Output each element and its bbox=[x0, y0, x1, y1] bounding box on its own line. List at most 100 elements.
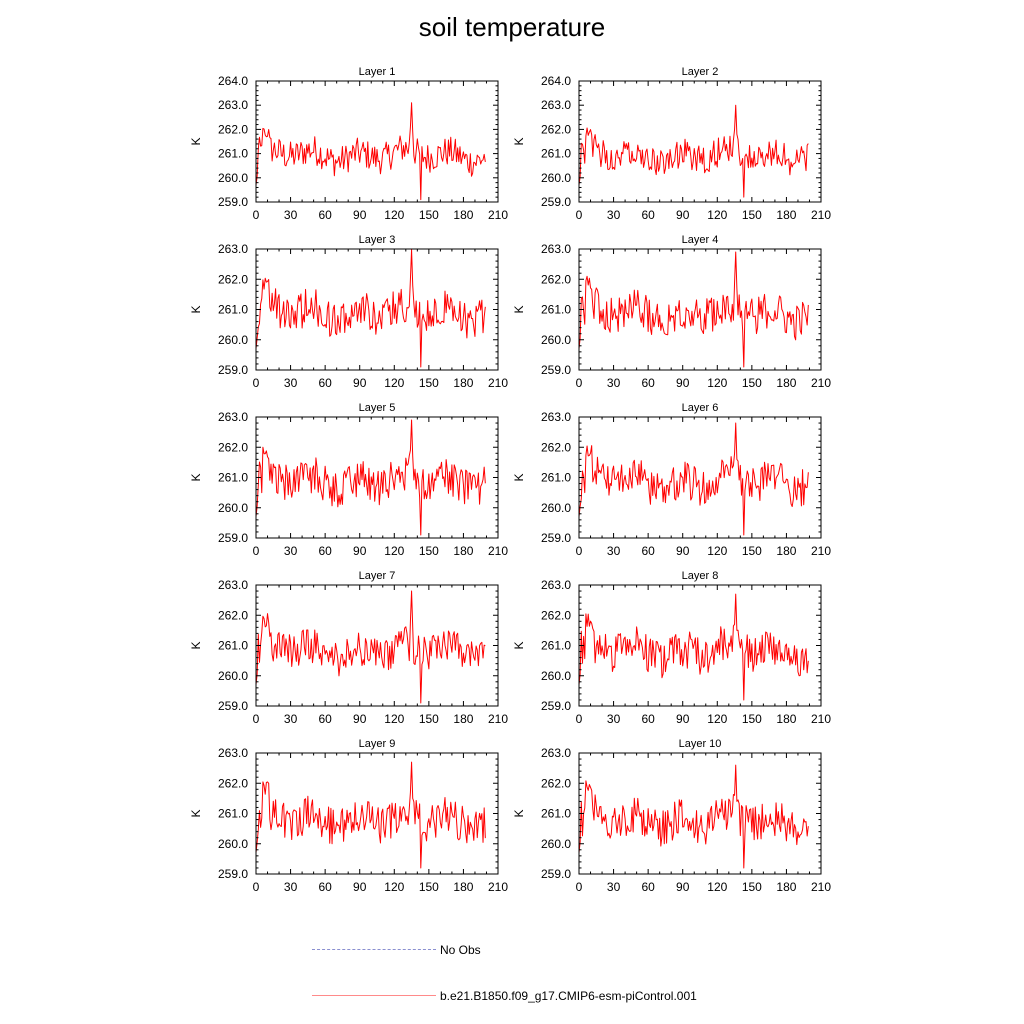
y-axis-label: K bbox=[189, 641, 203, 649]
x-tick-label: 120 bbox=[384, 880, 404, 894]
y-axis-label: K bbox=[512, 137, 526, 145]
x-tick-label: 30 bbox=[284, 712, 298, 726]
y-tick-label: 262.0 bbox=[218, 272, 248, 286]
chart-panel-layer-5: Layer 5 K 0 30 60 90 120 150 180 210 259.0 260.0 261… bbox=[189, 402, 508, 558]
x-tick-label: 60 bbox=[318, 208, 332, 222]
x-tick-label: 120 bbox=[384, 544, 404, 558]
y-tick-label: 260.0 bbox=[541, 501, 571, 515]
chart-panel-layer-1: Layer 1 K 0 30 60 90 120 150 180 210 259.0 260.0 261… bbox=[189, 66, 508, 222]
x-tick-label: 30 bbox=[607, 544, 621, 558]
y-tick-label: 263.0 bbox=[218, 578, 248, 592]
x-tick-label: 180 bbox=[453, 208, 473, 222]
y-tick-label: 260.0 bbox=[541, 333, 571, 347]
x-tick-label: 0 bbox=[576, 544, 583, 558]
x-tick-label: 120 bbox=[707, 544, 727, 558]
legend-dash-line bbox=[312, 949, 436, 951]
y-tick-label: 262.0 bbox=[541, 608, 571, 622]
x-tick-label: 210 bbox=[811, 376, 831, 390]
panel-title: Layer 2 bbox=[682, 66, 719, 78]
panel-title: Layer 6 bbox=[682, 402, 719, 414]
page-title: soil temperature bbox=[418, 12, 606, 42]
x-tick-label: 90 bbox=[676, 712, 690, 726]
x-tick-label: 60 bbox=[641, 544, 655, 558]
x-tick-label: 210 bbox=[488, 376, 508, 390]
x-tick-label: 60 bbox=[641, 880, 655, 894]
series-line bbox=[578, 764, 809, 869]
y-tick-label: 259.0 bbox=[218, 531, 248, 545]
y-tick-label: 263.0 bbox=[541, 242, 571, 256]
y-tick-label: 264.0 bbox=[541, 74, 571, 88]
y-tick-label: 259.0 bbox=[541, 195, 571, 209]
y-tick-label: 261.0 bbox=[218, 807, 248, 821]
x-tick-label: 210 bbox=[488, 712, 508, 726]
y-tick-label: 262.0 bbox=[218, 776, 248, 790]
chart-panel-layer-10: Layer 10 K 0 30 60 90 120 150 180 210 259.0 260.0 26… bbox=[512, 738, 831, 894]
y-tick-label: 261.0 bbox=[541, 147, 571, 161]
y-tick-label: 262.0 bbox=[541, 272, 571, 286]
panel-title: Layer 7 bbox=[359, 570, 396, 582]
x-tick-label: 120 bbox=[384, 208, 404, 222]
x-tick-label: 60 bbox=[641, 376, 655, 390]
x-tick-label: 60 bbox=[318, 880, 332, 894]
y-tick-label: 262.0 bbox=[541, 440, 571, 454]
x-tick-label: 120 bbox=[707, 880, 727, 894]
y-tick-label: 259.0 bbox=[541, 867, 571, 881]
x-tick-label: 90 bbox=[676, 376, 690, 390]
x-tick-label: 60 bbox=[641, 712, 655, 726]
x-tick-label: 90 bbox=[353, 712, 367, 726]
y-tick-label: 259.0 bbox=[218, 363, 248, 377]
y-tick-label: 263.0 bbox=[541, 578, 571, 592]
x-tick-label: 180 bbox=[776, 712, 796, 726]
x-tick-label: 150 bbox=[742, 712, 762, 726]
y-axis-label: K bbox=[512, 473, 526, 481]
y-axis-label: K bbox=[189, 473, 203, 481]
y-tick-label: 264.0 bbox=[218, 74, 248, 88]
y-tick-label: 261.0 bbox=[218, 639, 248, 653]
y-tick-label: 259.0 bbox=[218, 867, 248, 881]
legend-label-no-obs: No Obs bbox=[440, 942, 481, 957]
plot-frame bbox=[255, 416, 499, 539]
x-tick-label: 150 bbox=[419, 712, 439, 726]
y-tick-label: 263.0 bbox=[218, 242, 248, 256]
y-tick-label: 263.0 bbox=[218, 98, 248, 112]
x-tick-label: 0 bbox=[576, 880, 583, 894]
y-tick-label: 263.0 bbox=[541, 410, 571, 424]
y-axis-label: K bbox=[189, 305, 203, 313]
y-tick-label: 263.0 bbox=[218, 746, 248, 760]
x-tick-label: 210 bbox=[811, 544, 831, 558]
y-tick-label: 261.0 bbox=[541, 303, 571, 317]
x-tick-label: 0 bbox=[253, 376, 260, 390]
y-tick-label: 260.0 bbox=[218, 171, 248, 185]
chart-panel-layer-6: Layer 6 K 0 30 60 90 120 150 180 210 259.0 260.0 261… bbox=[512, 402, 831, 558]
x-tick-label: 90 bbox=[353, 880, 367, 894]
panel-title: Layer 1 bbox=[359, 66, 396, 78]
x-tick-label: 150 bbox=[419, 376, 439, 390]
y-tick-label: 263.0 bbox=[218, 410, 248, 424]
series-line bbox=[578, 422, 809, 536]
x-tick-label: 0 bbox=[253, 712, 260, 726]
chart-panel-layer-7: Layer 7 K 0 30 60 90 120 150 180 210 259.0 260.0 261… bbox=[189, 570, 508, 726]
x-tick-label: 0 bbox=[253, 544, 260, 558]
x-tick-label: 0 bbox=[576, 208, 583, 222]
x-tick-label: 150 bbox=[742, 208, 762, 222]
panel-title: Layer 4 bbox=[682, 234, 719, 246]
series-line bbox=[255, 102, 486, 201]
y-tick-label: 262.0 bbox=[218, 122, 248, 136]
y-tick-label: 260.0 bbox=[541, 171, 571, 185]
y-tick-label: 263.0 bbox=[541, 746, 571, 760]
y-axis-label: K bbox=[189, 809, 203, 817]
y-tick-label: 260.0 bbox=[218, 837, 248, 851]
x-tick-label: 90 bbox=[676, 208, 690, 222]
y-tick-label: 260.0 bbox=[541, 837, 571, 851]
y-tick-label: 261.0 bbox=[218, 303, 248, 317]
y-axis-label: K bbox=[189, 137, 203, 145]
x-tick-label: 90 bbox=[353, 544, 367, 558]
y-tick-label: 259.0 bbox=[541, 699, 571, 713]
y-tick-label: 260.0 bbox=[218, 501, 248, 515]
y-tick-label: 262.0 bbox=[218, 608, 248, 622]
legend-item-run: b.e21.B1850.f09_g17.CMIP6-esm-piControl.… bbox=[312, 988, 697, 1003]
y-tick-label: 259.0 bbox=[218, 195, 248, 209]
x-tick-label: 210 bbox=[811, 712, 831, 726]
x-tick-label: 120 bbox=[707, 208, 727, 222]
x-tick-label: 180 bbox=[776, 208, 796, 222]
